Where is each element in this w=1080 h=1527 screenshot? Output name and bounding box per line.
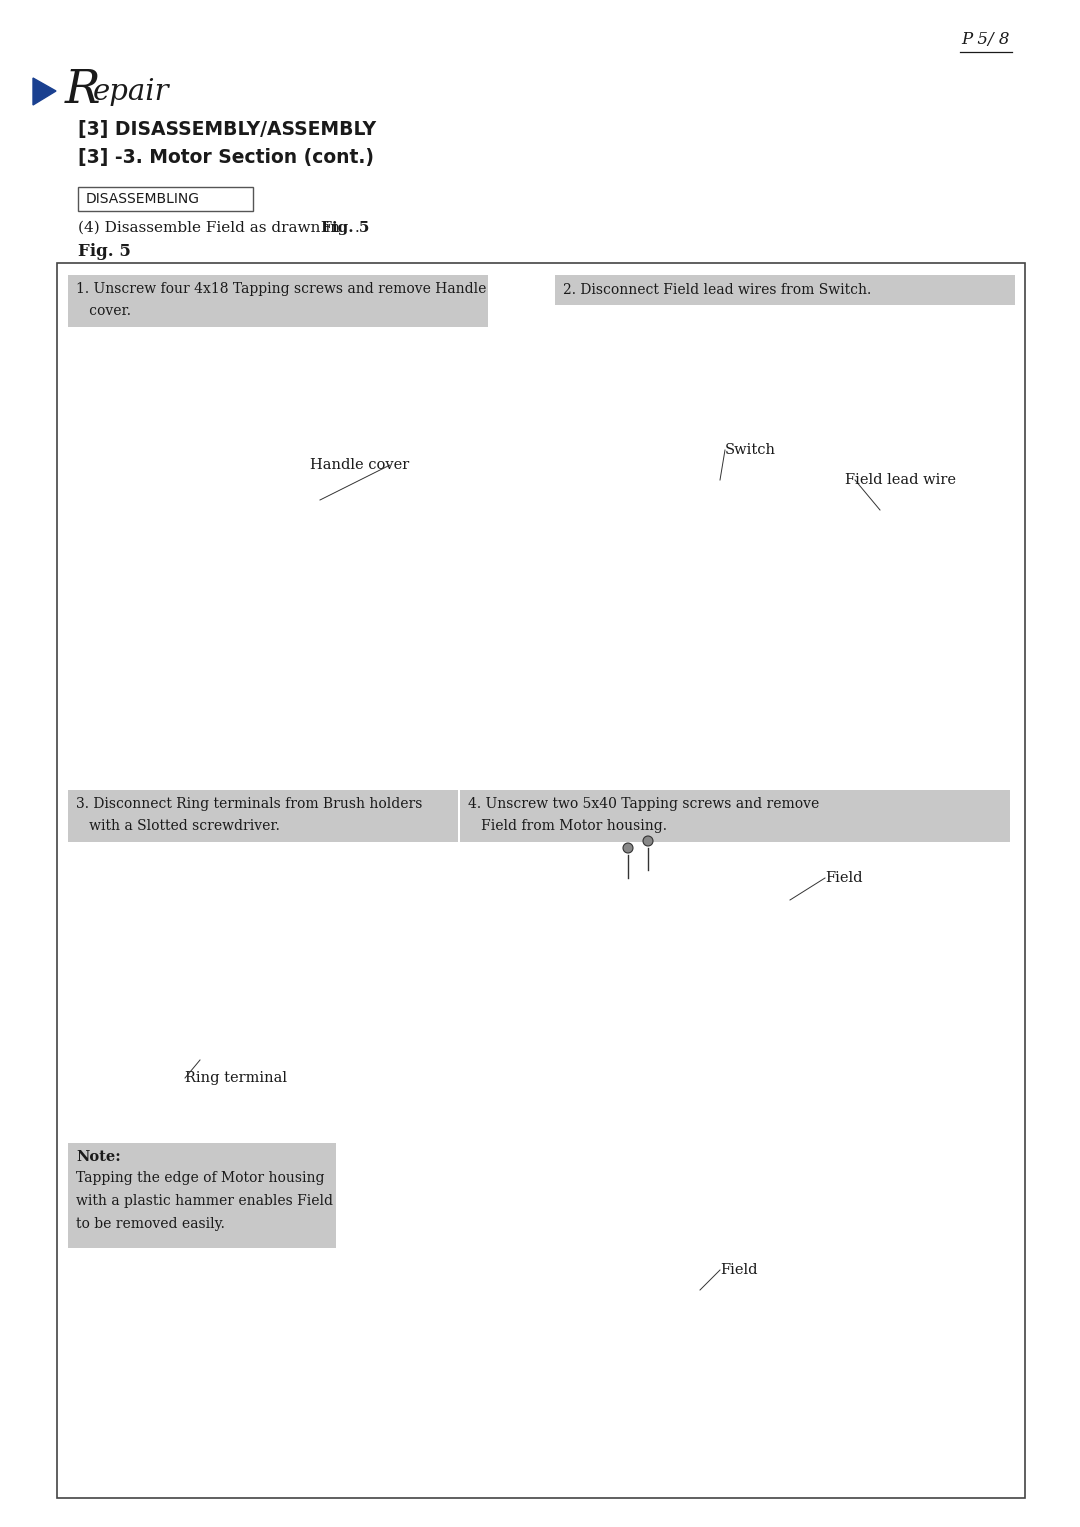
Text: Switch: Switch	[725, 443, 777, 457]
Text: P 5/ 8: P 5/ 8	[961, 31, 1010, 47]
Bar	[555, 275, 1015, 305]
Bar	[68, 789, 458, 841]
Polygon shape	[33, 78, 56, 105]
Bar	[57, 263, 1025, 1498]
Text: [3] -3. Motor Section (cont.): [3] -3. Motor Section (cont.)	[78, 148, 374, 168]
Bar	[68, 1144, 336, 1248]
Text: Fig. 5: Fig. 5	[321, 221, 369, 235]
Text: 2. Disconnect Field lead wires from Switch.: 2. Disconnect Field lead wires from Swit…	[563, 282, 872, 296]
Text: Field: Field	[825, 870, 863, 886]
Text: Fig. 5: Fig. 5	[78, 243, 131, 261]
Text: (4) Disassemble Field as drawn in: (4) Disassemble Field as drawn in	[78, 221, 345, 235]
Text: Tapping the edge of Motor housing: Tapping the edge of Motor housing	[76, 1171, 324, 1185]
Text: epair: epair	[93, 78, 170, 105]
Text: Field: Field	[720, 1263, 757, 1277]
Circle shape	[623, 843, 633, 854]
Text: with a Slotted screwdriver.: with a Slotted screwdriver.	[76, 818, 280, 834]
Text: 3. Disconnect Ring terminals from Brush holders: 3. Disconnect Ring terminals from Brush …	[76, 797, 422, 811]
Text: Field lead wire: Field lead wire	[845, 473, 956, 487]
Bar	[460, 789, 1010, 841]
Text: cover.: cover.	[76, 304, 131, 318]
Text: Note:: Note:	[76, 1150, 121, 1164]
Bar	[78, 186, 253, 211]
Text: .: .	[355, 221, 360, 235]
Text: Handle cover: Handle cover	[310, 458, 409, 472]
Text: DISASSEMBLING: DISASSEMBLING	[86, 192, 200, 206]
Text: 1. Unscrew four 4x18 Tapping screws and remove Handle: 1. Unscrew four 4x18 Tapping screws and …	[76, 282, 486, 296]
Text: R: R	[65, 67, 100, 113]
Bar	[68, 275, 488, 327]
Text: [3] DISASSEMBLY/ASSEMBLY: [3] DISASSEMBLY/ASSEMBLY	[78, 121, 376, 139]
Text: 4. Unscrew two 5x40 Tapping screws and remove: 4. Unscrew two 5x40 Tapping screws and r…	[468, 797, 820, 811]
Text: Field from Motor housing.: Field from Motor housing.	[468, 818, 667, 834]
Text: with a plastic hammer enables Field: with a plastic hammer enables Field	[76, 1194, 333, 1208]
Text: to be removed easily.: to be removed easily.	[76, 1217, 225, 1231]
Circle shape	[643, 835, 653, 846]
Text: Ring terminal: Ring terminal	[185, 1070, 287, 1086]
